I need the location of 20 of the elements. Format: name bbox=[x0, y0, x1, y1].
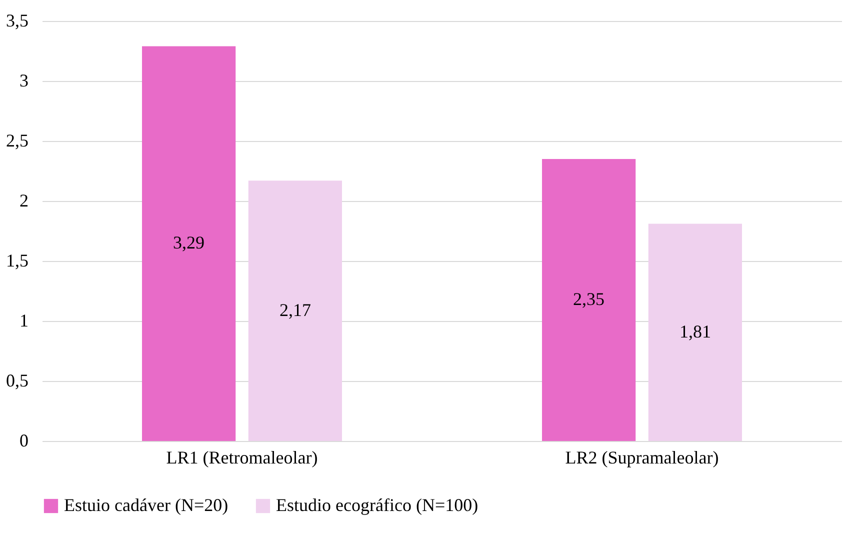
y-tick-label: 1,5 bbox=[6, 250, 28, 270]
y-tick-label: 3 bbox=[20, 70, 28, 90]
data-label: 2,17 bbox=[279, 300, 311, 320]
bar bbox=[542, 159, 636, 441]
y-tick-label: 2 bbox=[20, 190, 28, 210]
y-tick-label: 3,5 bbox=[6, 10, 28, 30]
bar bbox=[142, 46, 236, 441]
bar bbox=[248, 180, 342, 441]
data-label: 1,81 bbox=[679, 321, 711, 342]
y-tick-label: 2,5 bbox=[6, 130, 28, 150]
y-tick-label: 1 bbox=[20, 310, 28, 330]
data-label: 3,29 bbox=[173, 232, 205, 253]
x-tick-label: LR2 (Supramaleolar) bbox=[565, 448, 719, 468]
data-label: 2,35 bbox=[573, 289, 605, 309]
legend-label: Estudio ecográfico (N=100) bbox=[276, 495, 478, 515]
x-tick-label: LR1 (Retromaleolar) bbox=[166, 448, 318, 468]
y-tick-label: 0,5 bbox=[6, 370, 28, 390]
y-tick-label: 0 bbox=[20, 430, 28, 450]
legend-label: Estuio cadáver (N=20) bbox=[64, 495, 228, 515]
bar bbox=[648, 224, 742, 441]
